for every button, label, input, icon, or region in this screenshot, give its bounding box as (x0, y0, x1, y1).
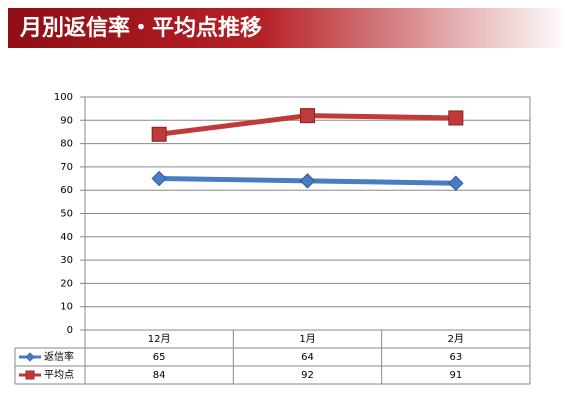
legend-marker (25, 352, 35, 362)
y-tick-label: 30 (60, 255, 73, 266)
table-value: 92 (301, 370, 314, 381)
legend-marker (25, 370, 35, 380)
table-value: 84 (153, 370, 166, 381)
y-tick-label: 0 (67, 325, 73, 336)
table-value: 91 (449, 370, 462, 381)
data-point (448, 110, 464, 126)
x-tick-label: 1月 (299, 333, 315, 345)
data-point (151, 126, 167, 142)
y-tick-label: 60 (60, 185, 73, 196)
y-tick-label: 80 (60, 139, 73, 150)
y-tick-label: 40 (60, 232, 73, 243)
y-tick-label: 70 (60, 162, 73, 173)
data-point (151, 170, 167, 187)
table-value: 65 (153, 352, 166, 363)
legend-label: 返信率 (44, 350, 74, 363)
y-tick-label: 50 (60, 209, 73, 220)
data-point (299, 173, 316, 189)
y-tick-label: 10 (60, 302, 73, 313)
x-tick-label: 2月 (448, 333, 464, 345)
x-tick-label: 12月 (148, 333, 171, 345)
chart-title: 月別返信率・平均点推移 (19, 15, 262, 41)
legend-label: 平均点 (44, 369, 74, 381)
y-tick-label: 20 (60, 278, 73, 289)
y-tick-label: 100 (54, 92, 73, 103)
title-banner (8, 8, 568, 48)
y-tick-label: 90 (60, 115, 73, 126)
table-value: 63 (449, 352, 462, 363)
table-value: 64 (301, 352, 314, 363)
data-point (448, 175, 464, 191)
data-point (300, 108, 315, 124)
